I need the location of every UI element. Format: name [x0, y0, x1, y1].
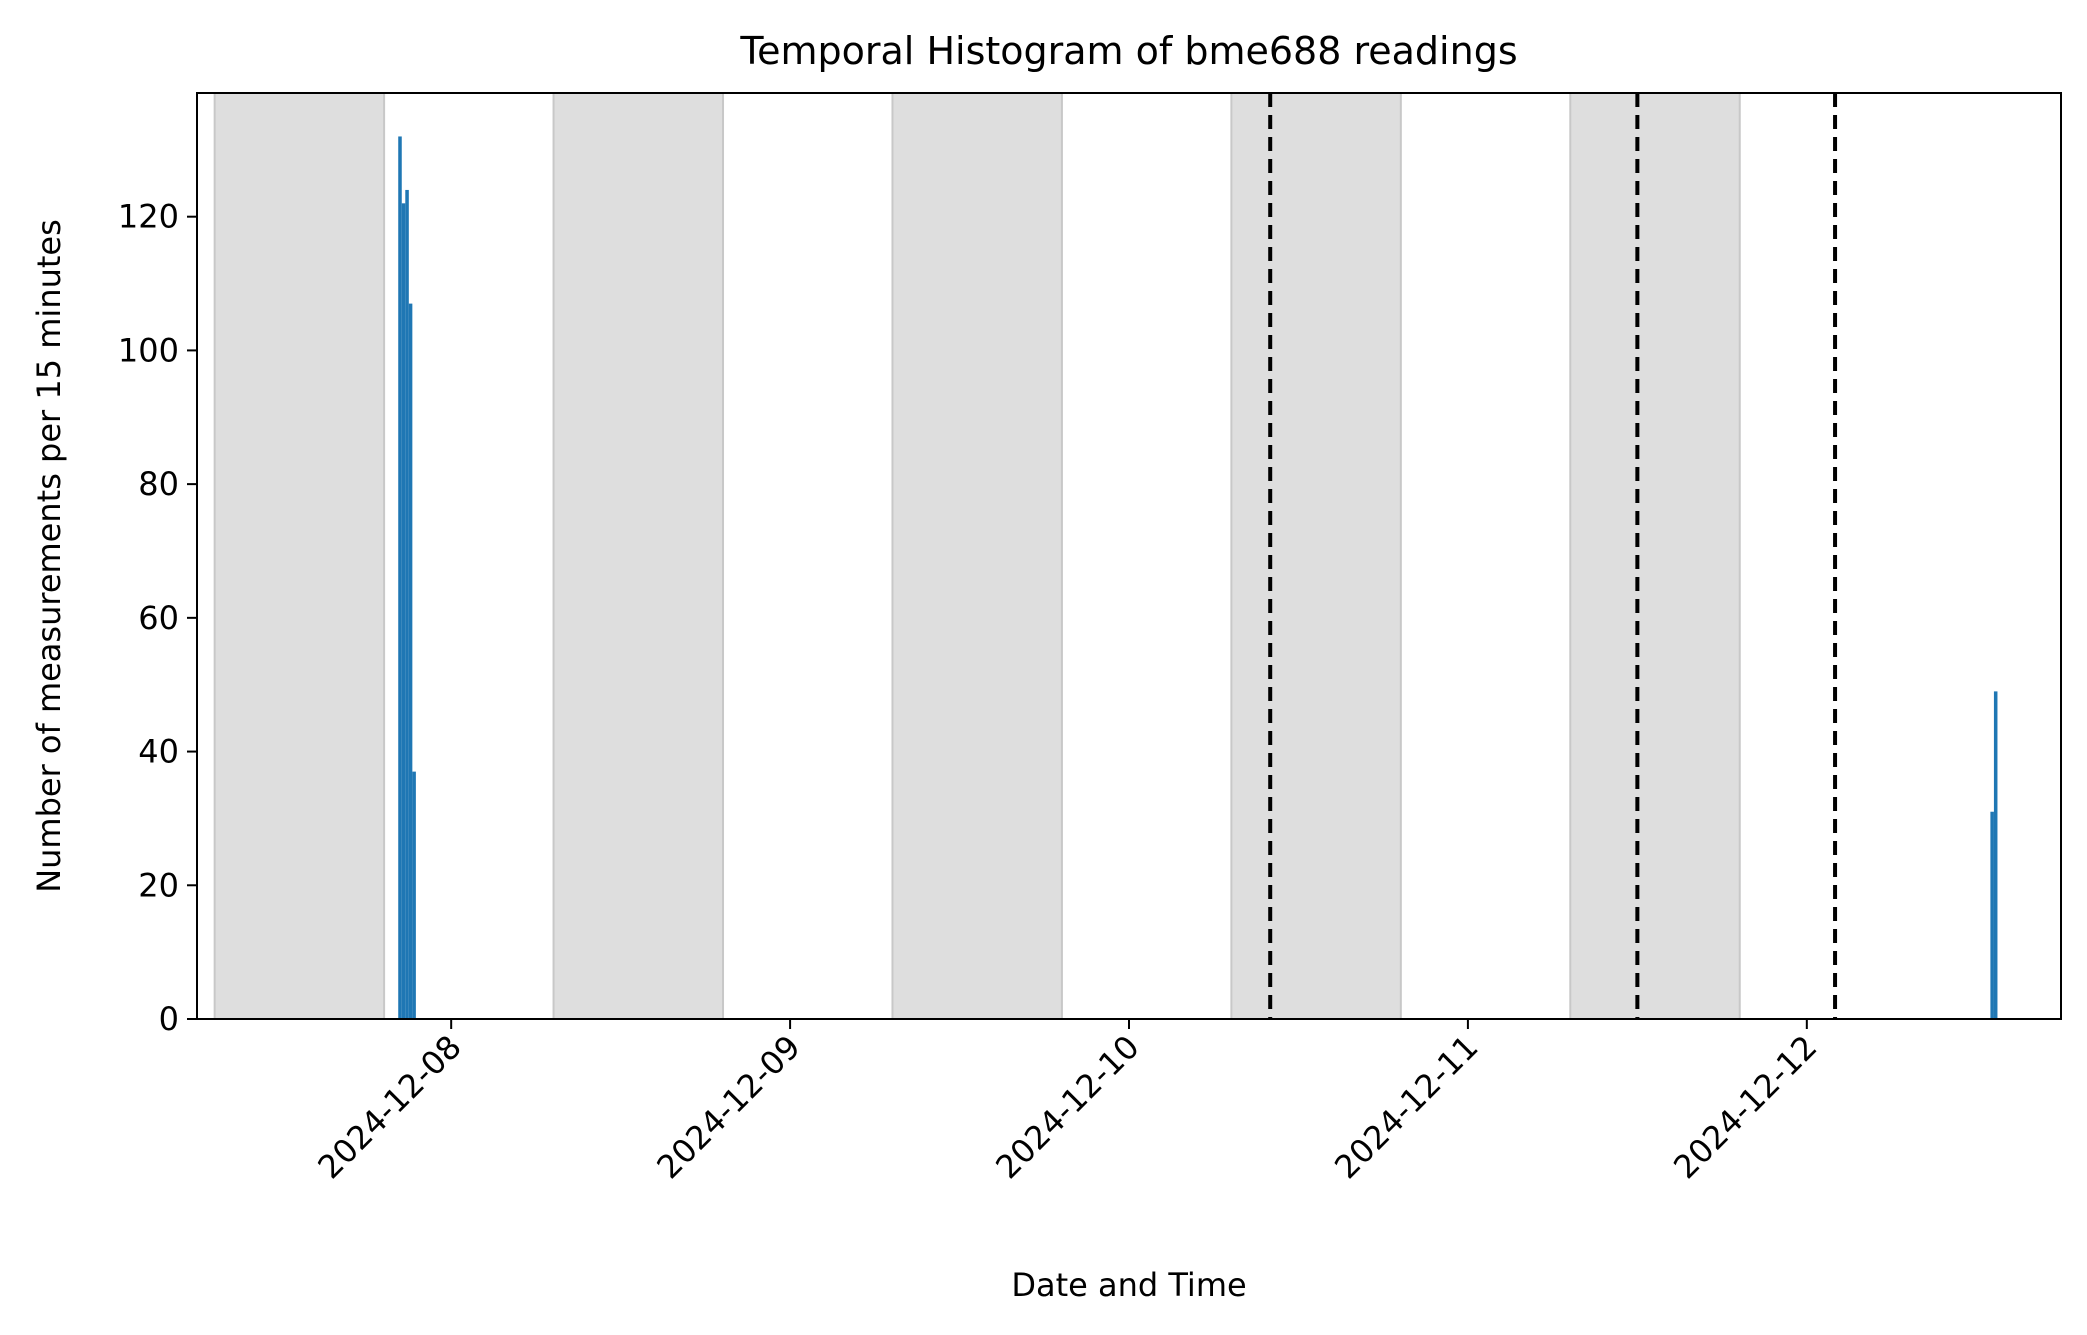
x-tick-label: 2024-12-09 — [649, 1028, 807, 1186]
x-axis-ticks: 2024-12-08 2024-12-09 2024-12-10 2024-12-11… — [310, 1019, 1824, 1186]
x-axis-label: Date and Time — [1011, 1266, 1246, 1304]
y-axis-ticks: 0 20 40 60 80 100 120 — [118, 198, 197, 1038]
night-bands — [213, 92, 1741, 1020]
chart-title: Temporal Histogram of bme688 readings — [739, 29, 1517, 73]
y-tick-label: 40 — [138, 733, 179, 771]
night-band — [1230, 92, 1402, 1020]
histogram-bar — [408, 303, 413, 1019]
y-tick-label: 80 — [138, 465, 179, 503]
x-tick-label: 2024-12-08 — [310, 1028, 468, 1186]
y-tick-label: 100 — [118, 331, 179, 369]
x-tick-label: 2024-12-11 — [1327, 1028, 1485, 1186]
night-band — [213, 92, 386, 1020]
histogram-bars — [398, 136, 1998, 1019]
y-tick-label: 60 — [138, 599, 179, 637]
x-tick-label: 2024-12-10 — [988, 1028, 1146, 1186]
histogram-bar — [1993, 691, 1998, 1019]
histogram-bar — [1990, 811, 1994, 1019]
histogram-bar — [401, 203, 406, 1019]
night-band — [552, 92, 725, 1020]
y-tick-label: 0 — [159, 1000, 179, 1038]
y-axis-label: Number of measurements per 15 minutes — [30, 219, 68, 893]
histogram-bar — [405, 189, 409, 1019]
plot-frame — [196, 92, 2062, 1020]
night-band — [891, 92, 1063, 1020]
event-lines — [1268, 93, 1838, 1019]
y-tick-label: 120 — [118, 198, 179, 236]
histogram-bar — [398, 136, 402, 1019]
y-tick-label: 20 — [138, 866, 179, 904]
x-tick-label: 2024-12-12 — [1666, 1028, 1824, 1186]
night-band — [1569, 92, 1741, 1020]
histogram-bar — [412, 771, 416, 1019]
